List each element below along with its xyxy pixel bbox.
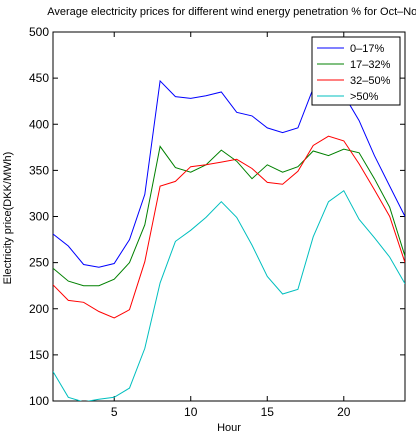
x-tick-label: 10: [184, 405, 198, 419]
x-tick-label: 20: [337, 405, 351, 419]
y-tick-label: 150: [29, 348, 49, 362]
y-tick-label: 250: [29, 256, 49, 270]
legend-entry-label: >50%: [350, 91, 379, 103]
y-tick-label: 200: [29, 302, 49, 316]
y-tick-label: 100: [29, 394, 49, 408]
chart-title: Average electricity prices for different…: [47, 6, 416, 18]
series-line-3: [53, 189, 405, 401]
y-tick-label: 450: [29, 71, 49, 85]
y-tick-label: 350: [29, 163, 49, 177]
series-line-2: [53, 135, 405, 319]
legend: 0–17% 17–32% 32–50% >50%: [311, 36, 401, 106]
axis-ticks: 5 10 15 20 100 150 200 250 300 350 400 450 500: [29, 25, 405, 419]
legend-entry-label: 32–50%: [350, 75, 391, 87]
legend-entry-label: 17–32%: [350, 59, 391, 71]
y-tick-label: 500: [29, 25, 49, 39]
x-tick-label: 15: [261, 405, 275, 419]
y-axis-label: Electricity price(DKK/MWh): [2, 152, 14, 285]
legend-entry-label: 0–17%: [350, 43, 384, 55]
x-axis-label: Hour: [217, 422, 241, 434]
series-line-1: [53, 145, 405, 287]
x-tick-label: 5: [111, 405, 118, 419]
y-tick-label: 400: [29, 117, 49, 131]
y-tick-label: 300: [29, 210, 49, 224]
